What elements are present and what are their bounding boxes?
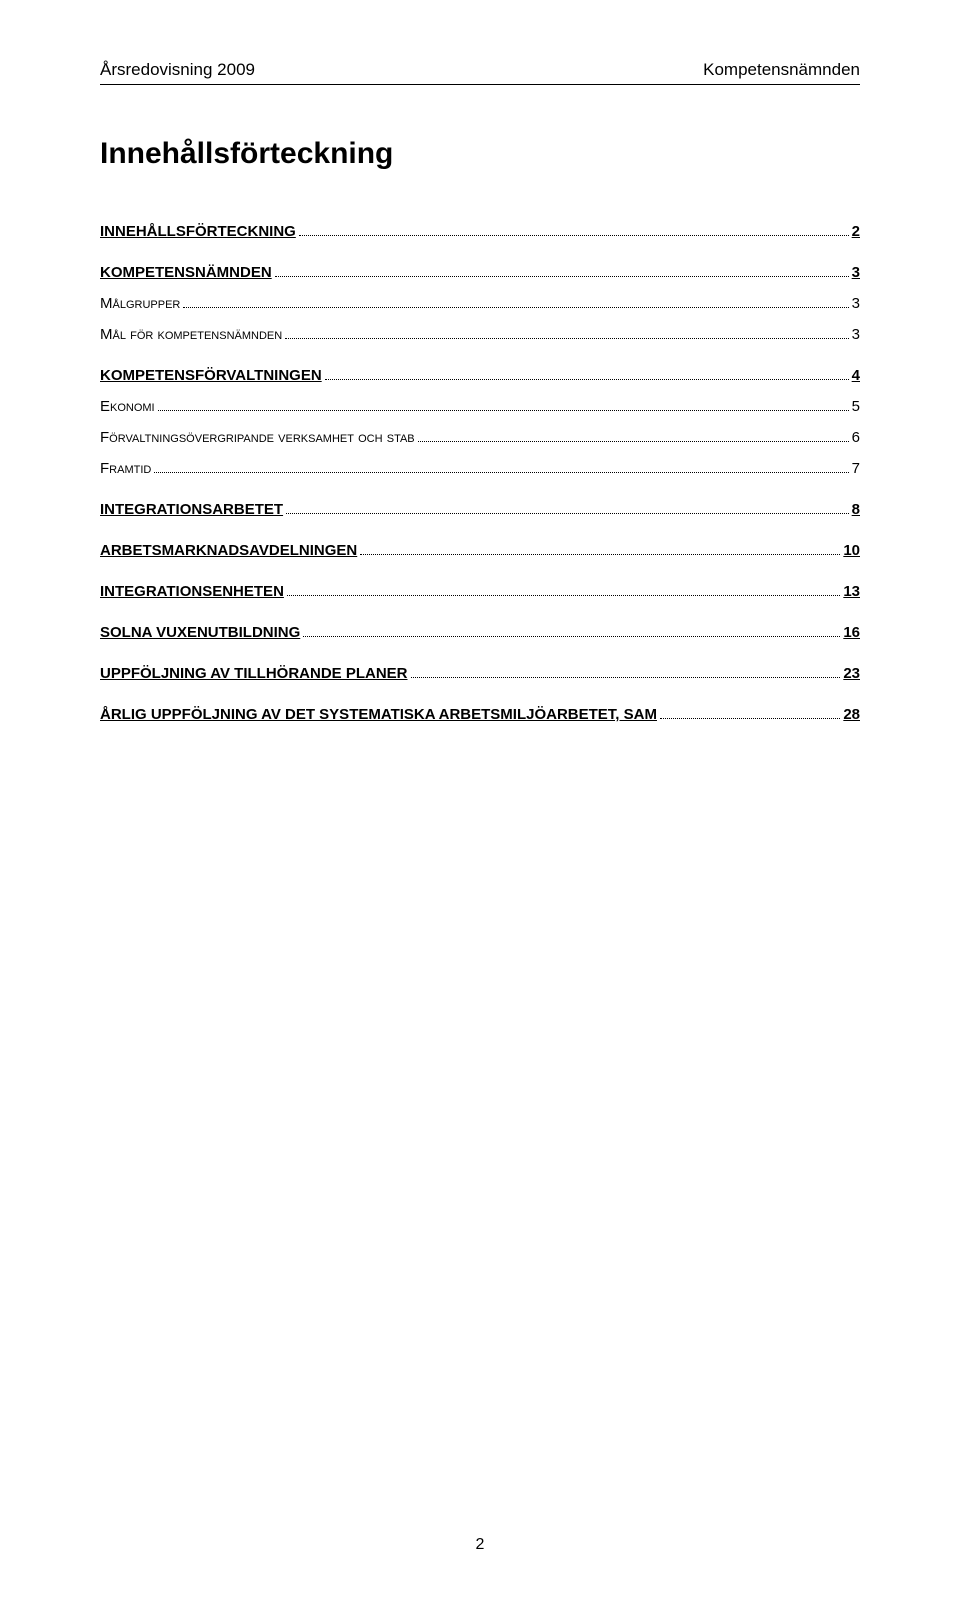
- toc-entry: SOLNA VUXENUTBILDNING 16: [100, 624, 860, 641]
- toc-label: KOMPETENSFÖRVALTNINGEN: [100, 367, 322, 384]
- toc-label: INNEHÅLLSFÖRTECKNING: [100, 223, 296, 240]
- toc-page: 8: [852, 501, 860, 518]
- toc-entry: ARBETSMARKNADSAVDELNINGEN 10: [100, 542, 860, 559]
- header-rule: [100, 84, 860, 85]
- toc-label: Målgrupper: [100, 295, 180, 312]
- toc-label: Mål för kompetensnämnden: [100, 326, 282, 343]
- toc-page: 2: [852, 223, 860, 240]
- toc-page: 3: [852, 295, 860, 312]
- toc-entry: Mål för kompetensnämnden 3: [100, 326, 860, 343]
- toc-entry: UPPFÖLJNING AV TILLHÖRANDE PLANER 23: [100, 665, 860, 682]
- toc-leader-dots: [285, 338, 848, 339]
- toc-page: 10: [843, 542, 860, 559]
- header-left: Årsredovisning 2009: [100, 60, 255, 80]
- toc-leader-dots: [154, 472, 848, 473]
- toc-label: SOLNA VUXENUTBILDNING: [100, 624, 300, 641]
- page-number: 2: [0, 1536, 960, 1554]
- toc-page: 28: [843, 706, 860, 723]
- page-title: Innehållsförteckning: [100, 137, 860, 171]
- toc-page: 3: [852, 264, 860, 281]
- toc-leader-dots: [158, 410, 849, 411]
- toc-entry: Målgrupper 3: [100, 295, 860, 312]
- toc-page: 6: [852, 429, 860, 446]
- toc-leader-dots: [286, 513, 849, 514]
- toc-leader-dots: [411, 677, 841, 678]
- toc-page: 5: [852, 398, 860, 415]
- toc-page: 16: [843, 624, 860, 641]
- toc-entry: Förvaltningsövergripande verksamhet och …: [100, 429, 860, 446]
- toc-label: ARBETSMARKNADSAVDELNINGEN: [100, 542, 357, 559]
- toc-label: ÅRLIG UPPFÖLJNING AV DET SYSTEMATISKA AR…: [100, 706, 657, 723]
- toc-label: UPPFÖLJNING AV TILLHÖRANDE PLANER: [100, 665, 408, 682]
- toc-label: Förvaltningsövergripande verksamhet och …: [100, 429, 415, 446]
- toc-entry: INTEGRATIONSENHETEN 13: [100, 583, 860, 600]
- table-of-contents: INNEHÅLLSFÖRTECKNING2KOMPETENSNÄMNDEN3Må…: [100, 223, 860, 723]
- toc-entry: Ekonomi 5: [100, 398, 860, 415]
- toc-label: Framtid: [100, 460, 151, 477]
- toc-entry: KOMPETENSFÖRVALTNINGEN 4: [100, 367, 860, 384]
- toc-leader-dots: [299, 235, 849, 236]
- page-header: Årsredovisning 2009 Kompetensnämnden: [100, 60, 860, 80]
- toc-leader-dots: [275, 276, 849, 277]
- toc-entry: INNEHÅLLSFÖRTECKNING 2: [100, 223, 860, 240]
- toc-leader-dots: [660, 718, 840, 719]
- toc-leader-dots: [183, 307, 848, 308]
- header-right: Kompetensnämnden: [703, 60, 860, 80]
- toc-label: INTEGRATIONSENHETEN: [100, 583, 284, 600]
- toc-entry: KOMPETENSNÄMNDEN 3: [100, 264, 860, 281]
- toc-label: INTEGRATIONSARBETET: [100, 501, 283, 518]
- toc-leader-dots: [325, 379, 849, 380]
- toc-leader-dots: [418, 441, 849, 442]
- toc-leader-dots: [303, 636, 840, 637]
- toc-page: 13: [843, 583, 860, 600]
- toc-entry: INTEGRATIONSARBETET 8: [100, 501, 860, 518]
- toc-label: KOMPETENSNÄMNDEN: [100, 264, 272, 281]
- toc-leader-dots: [360, 554, 840, 555]
- toc-entry: ÅRLIG UPPFÖLJNING AV DET SYSTEMATISKA AR…: [100, 706, 860, 723]
- toc-leader-dots: [287, 595, 840, 596]
- toc-entry: Framtid 7: [100, 460, 860, 477]
- toc-page: 23: [843, 665, 860, 682]
- toc-page: 3: [852, 326, 860, 343]
- toc-page: 7: [852, 460, 860, 477]
- toc-page: 4: [852, 367, 860, 384]
- toc-label: Ekonomi: [100, 398, 155, 415]
